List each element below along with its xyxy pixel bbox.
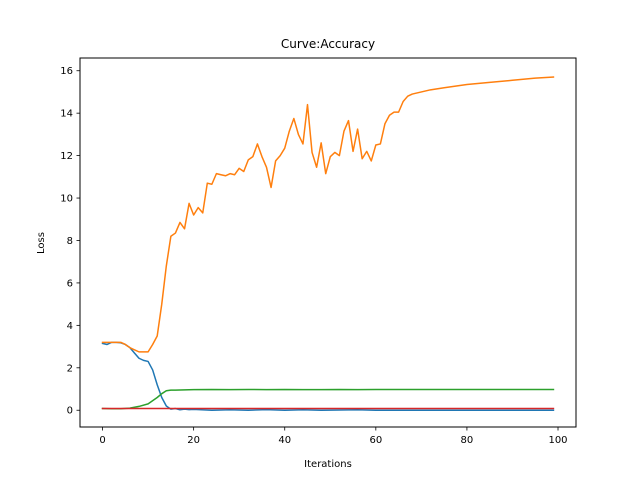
- series-line-1: [101, 341, 555, 411]
- y-tick-label: 6: [67, 278, 73, 289]
- y-tick-label: 2: [67, 363, 73, 374]
- x-tick-label: 60: [369, 435, 382, 446]
- plot-frame: [79, 57, 577, 428]
- x-tick-label: 20: [187, 435, 200, 446]
- x-tick-label: 80: [461, 435, 474, 446]
- x-tick-label: 0: [99, 435, 105, 446]
- plot-area: [80, 58, 576, 427]
- chart-title: Curve:Accuracy: [281, 37, 375, 51]
- y-tick-label: 4: [67, 321, 73, 332]
- y-tick-label: 8: [67, 236, 73, 247]
- x-axis-ticks: 0 20 40 60 80 100: [99, 427, 568, 446]
- x-axis-label: Iterations: [304, 459, 352, 470]
- x-tick-label: 40: [278, 435, 291, 446]
- x-tick-label: 100: [548, 435, 567, 446]
- y-axis-ticks: 0 2 4 6 8 10 12 14 16: [60, 66, 80, 417]
- y-tick-label: 0: [67, 406, 73, 417]
- series-line-2: [101, 76, 555, 353]
- y-tick-label: 16: [60, 66, 73, 77]
- y-tick-label: 10: [60, 194, 73, 205]
- y-tick-label: 14: [60, 109, 73, 120]
- y-axis-label: Loss: [36, 232, 47, 254]
- series-layer: [101, 76, 555, 411]
- series-line-3: [101, 388, 555, 410]
- y-tick-label: 12: [60, 151, 73, 162]
